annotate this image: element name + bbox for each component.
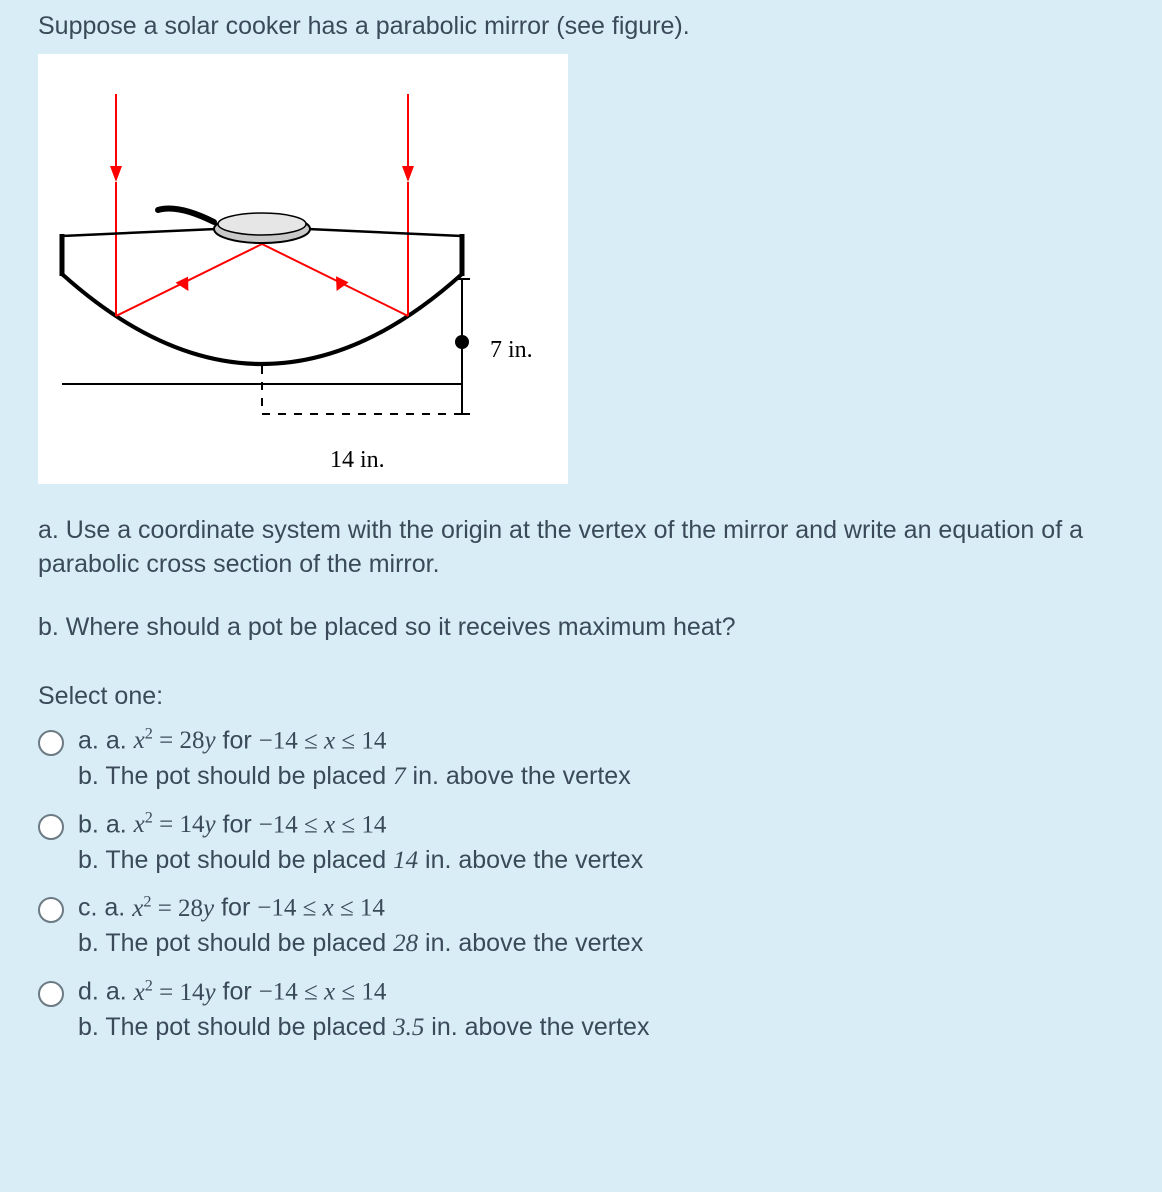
xv: x — [323, 895, 334, 922]
option-body: d. a. x2 = 14y for −14 ≤ x ≤ 14 b. The p… — [78, 975, 649, 1045]
halfwidth-label: 14 in. — [330, 444, 385, 476]
pot-dist: 3.5 — [393, 1014, 424, 1041]
b-suffix: in. above the vertex — [418, 929, 643, 957]
xv: x — [324, 727, 335, 754]
b-suffix: in. above the vertex — [406, 762, 631, 790]
part-a-text: a. Use a coordinate system with the orig… — [38, 514, 1124, 582]
part-b-text: b. Where should a pot be placed so it re… — [38, 611, 1124, 645]
le2: ≤ — [335, 727, 361, 754]
pot-dist: 28 — [393, 930, 418, 957]
yvar: y — [204, 811, 215, 838]
part-a-prefix: a. — [106, 726, 134, 754]
part-a-prefix: a. — [104, 894, 132, 922]
figure-svg — [38, 54, 568, 484]
radio-icon[interactable] — [38, 814, 64, 840]
xmin: 14 — [273, 727, 298, 754]
eq-sign: = — [151, 895, 178, 922]
coef: 28 — [179, 727, 204, 754]
pot-dist: 7 — [393, 763, 406, 790]
eq-sign: = — [153, 811, 180, 838]
yvar: y — [204, 727, 215, 754]
neg: − — [259, 979, 273, 1006]
for-text: for — [214, 894, 257, 922]
select-one-label: Select one: — [38, 680, 1124, 714]
b-prefix: b. The pot should be placed — [78, 762, 393, 790]
eq-sign: = — [153, 727, 180, 754]
xvar: x — [134, 727, 145, 754]
xmax: 14 — [361, 979, 386, 1006]
option-letter: b. — [78, 810, 99, 838]
for-text: for — [216, 810, 259, 838]
b-prefix: b. The pot should be placed — [78, 929, 393, 957]
yvar: y — [204, 979, 215, 1006]
option-body: b. a. x2 = 14y for −14 ≤ x ≤ 14 b. The p… — [78, 808, 643, 878]
coef: 14 — [179, 979, 204, 1006]
xv: x — [324, 811, 335, 838]
option-body: c. a. x2 = 28y for −14 ≤ x ≤ 14 b. The p… — [78, 891, 643, 961]
neg: − — [257, 895, 271, 922]
xmax: 14 — [361, 727, 386, 754]
coef: 28 — [178, 895, 203, 922]
le2: ≤ — [334, 895, 360, 922]
coef: 14 — [179, 811, 204, 838]
xvar: x — [134, 979, 145, 1006]
question-page: Suppose a solar cooker has a parabolic m… — [0, 0, 1162, 1099]
xmax: 14 — [360, 895, 385, 922]
eq-sign: = — [153, 979, 180, 1006]
option-letter: a. — [78, 726, 99, 754]
option-letter: d. — [78, 978, 99, 1006]
options-group: a. a. x2 = 28y for −14 ≤ x ≤ 14 b. The p… — [38, 724, 1124, 1045]
option-letter: c. — [78, 894, 97, 922]
option-a[interactable]: a. a. x2 = 28y for −14 ≤ x ≤ 14 b. The p… — [38, 724, 1124, 794]
xmin: 14 — [273, 811, 298, 838]
le1: ≤ — [298, 979, 324, 1006]
le1: ≤ — [296, 895, 322, 922]
xmin: 14 — [271, 895, 296, 922]
pot-dist: 14 — [393, 847, 418, 874]
b-suffix: in. above the vertex — [418, 846, 643, 874]
for-text: for — [216, 978, 259, 1006]
radio-icon[interactable] — [38, 897, 64, 923]
radio-icon[interactable] — [38, 730, 64, 756]
b-prefix: b. The pot should be placed — [78, 1013, 393, 1041]
le2: ≤ — [335, 811, 361, 838]
option-body: a. a. x2 = 28y for −14 ≤ x ≤ 14 b. The p… — [78, 724, 631, 794]
b-suffix: in. above the vertex — [424, 1013, 649, 1041]
le1: ≤ — [298, 727, 324, 754]
question-intro: Suppose a solar cooker has a parabolic m… — [38, 10, 1124, 44]
option-b[interactable]: b. a. x2 = 14y for −14 ≤ x ≤ 14 b. The p… — [38, 808, 1124, 878]
xvar: x — [132, 895, 143, 922]
depth-label: 7 in. — [490, 334, 533, 366]
b-prefix: b. The pot should be placed — [78, 846, 393, 874]
xvar: x — [134, 811, 145, 838]
xmin: 14 — [273, 979, 298, 1006]
option-c[interactable]: c. a. x2 = 28y for −14 ≤ x ≤ 14 b. The p… — [38, 891, 1124, 961]
for-text: for — [216, 726, 259, 754]
part-a-prefix: a. — [106, 810, 134, 838]
xmax: 14 — [361, 811, 386, 838]
le1: ≤ — [298, 811, 324, 838]
le2: ≤ — [335, 979, 361, 1006]
option-d[interactable]: d. a. x2 = 14y for −14 ≤ x ≤ 14 b. The p… — [38, 975, 1124, 1045]
yvar: y — [203, 895, 214, 922]
part-a-prefix: a. — [106, 978, 134, 1006]
neg: − — [259, 727, 273, 754]
radio-icon[interactable] — [38, 981, 64, 1007]
solar-cooker-figure: 7 in. 14 in. — [38, 54, 568, 484]
xv: x — [324, 979, 335, 1006]
neg: − — [259, 811, 273, 838]
